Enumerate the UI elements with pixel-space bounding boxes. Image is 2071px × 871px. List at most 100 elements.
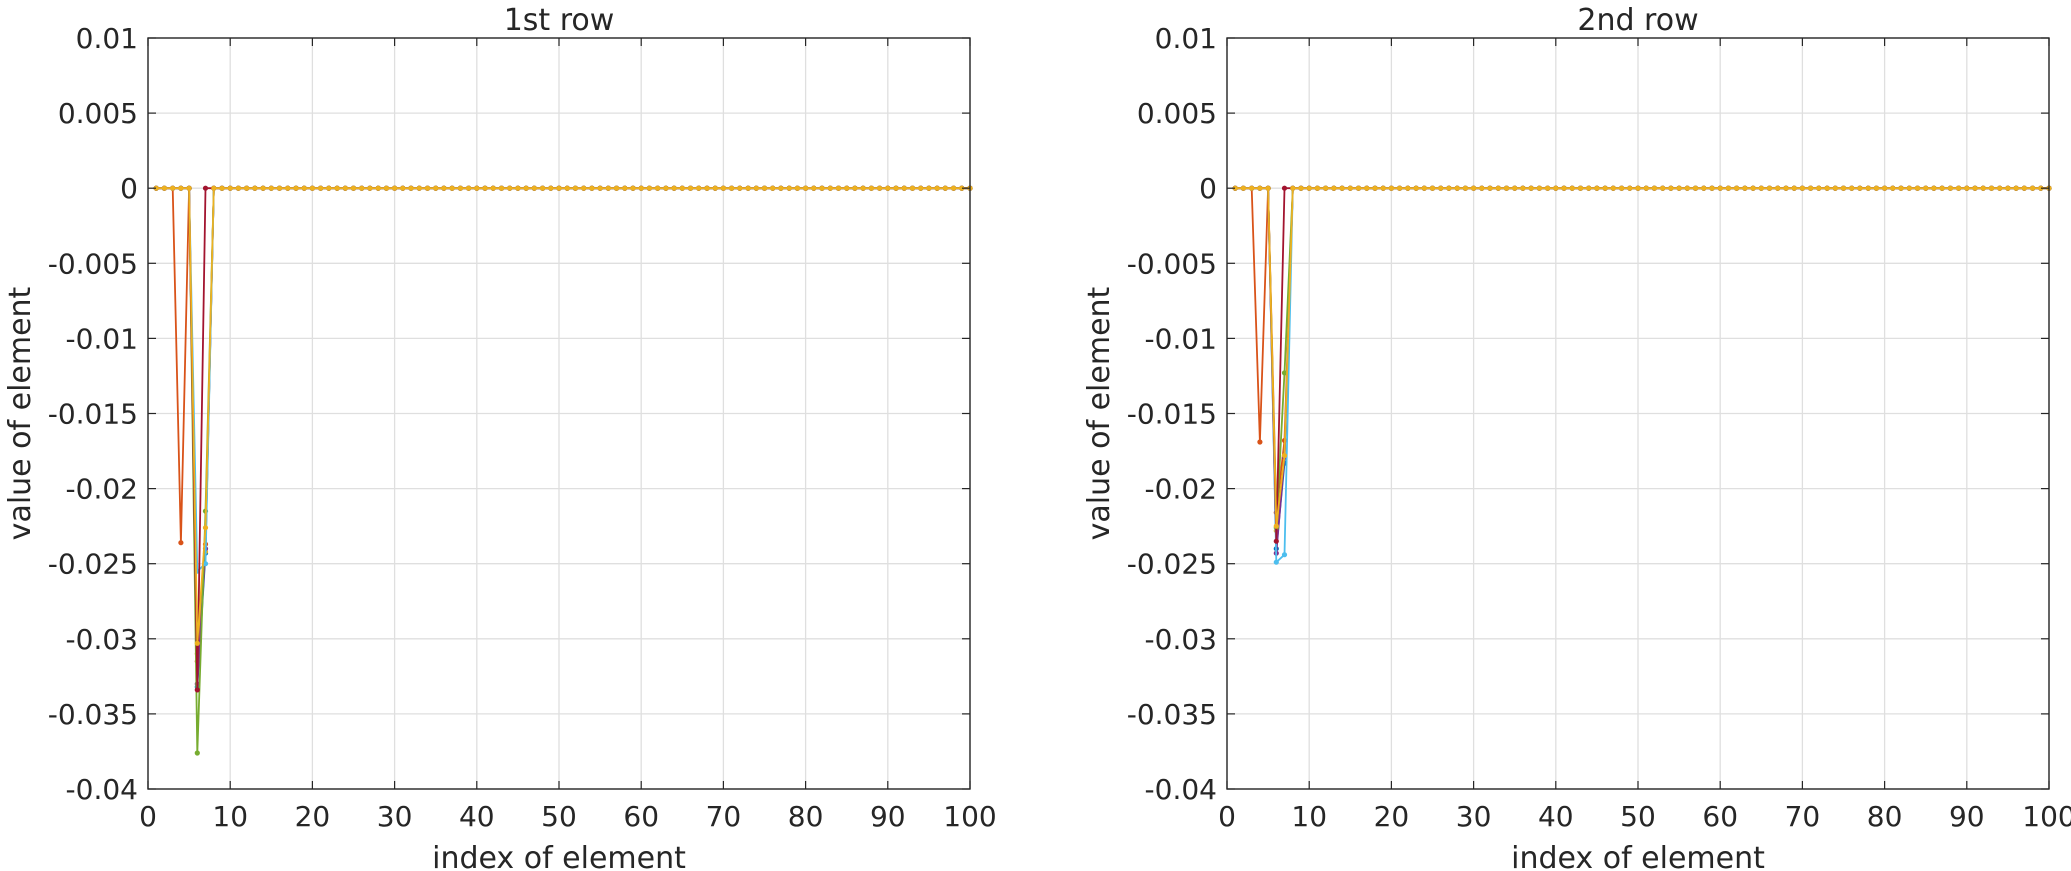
data-point [1898,185,1904,191]
data-point [474,185,480,191]
data-point [1594,185,1600,191]
data-point [424,185,431,191]
data-point [276,185,283,191]
data-point [786,185,792,191]
x-tick-label: 30 [1456,800,1492,833]
chart-title: 1st row [504,3,615,38]
data-point [1553,185,1559,191]
data-point [244,185,250,191]
data-point [794,185,801,191]
data-point [457,185,463,191]
y-tick-label: -0.03 [1145,623,1217,656]
data-point [1734,185,1740,191]
y-tick-label: -0.01 [1145,322,1217,355]
data-point [2030,185,2036,191]
data-point [663,185,669,191]
data-point [1799,185,1805,191]
data-point [293,185,299,191]
y-tick-label: -0.005 [48,247,138,280]
data-point [942,185,948,191]
x-tick-label: 10 [1291,800,1327,833]
data-point [408,185,414,191]
subplot-2nd-row: 0 10 20 30 40 50 60 70 80 90 100 0.01 0.005 0 -0.005 -0… [1082,3,2071,871]
y-tick-label: -0.04 [66,773,138,806]
data-point [1750,185,1756,191]
data-point [1438,185,1444,191]
x-tick-label: 90 [1949,800,1985,833]
data-point [630,185,636,191]
data-point [1323,185,1329,191]
data-point [416,185,422,191]
data-point [1610,185,1616,191]
data-point [1956,185,1962,191]
y-tick-label: -0.015 [1127,398,1217,431]
data-point [227,185,233,191]
data-point [1290,185,1296,191]
data-point [1536,185,1542,191]
series-line [1235,187,2049,527]
data-point [350,185,357,191]
data-point [1405,185,1411,191]
data-point [687,185,694,191]
data-point [877,185,883,191]
data-point [219,185,225,191]
data-point [1931,185,1937,191]
data-point [1906,185,1912,191]
data-point [342,185,348,191]
data-point [1997,185,2003,191]
data-point [704,185,710,191]
data-point [235,185,241,191]
data-point [1627,185,1633,191]
data-point [1717,185,1723,191]
data-point [745,185,751,191]
data-point [1257,185,1263,191]
data-point [737,185,743,191]
data-point [153,185,159,191]
data-point [1882,185,1888,191]
x-tick-label: 60 [623,800,659,833]
data-point [1355,185,1362,191]
x-tick-label: 40 [1538,800,1574,833]
data-point [827,185,833,191]
data-point [1512,185,1518,191]
data-point [1281,370,1288,376]
data-point [1249,185,1255,191]
data-point [819,185,825,191]
data-point [1947,185,1953,191]
x-tick-label: 50 [541,800,577,833]
data-point [252,185,258,191]
data-point [1791,185,1797,191]
data-point [1766,185,1773,191]
y-tick-label: 0 [120,172,138,205]
data-point [1873,185,1879,191]
y-axis-label: value of element [1082,286,1117,540]
y-tick-label: 0.005 [58,97,138,130]
data-point [268,185,274,191]
data-point [1668,185,1674,191]
data-point [720,185,727,191]
data-point [1832,185,1838,191]
data-point [326,185,332,191]
data-point [729,185,735,191]
data-point [202,185,209,191]
data-point [564,185,570,191]
data-point [679,185,685,191]
data-point [178,540,184,546]
data-point [161,185,167,191]
data-point [1923,185,1929,191]
x-tick-label: 70 [1785,800,1821,833]
data-point [893,185,899,191]
data-point [1364,185,1370,191]
data-point [1339,185,1345,191]
data-point [515,185,521,191]
data-point [1914,185,1921,191]
data-point [507,185,513,191]
data-point [605,185,611,191]
data-point [531,185,537,191]
data-point [359,185,365,191]
data-point [334,185,340,191]
data-point [597,185,603,191]
data-point [1701,185,1707,191]
data-point [466,185,472,191]
x-axis-label: index of element [1511,841,1765,871]
